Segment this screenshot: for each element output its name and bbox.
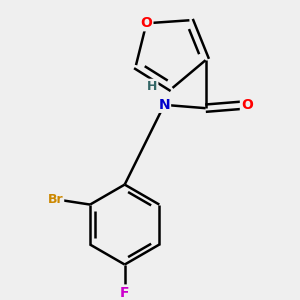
Text: O: O <box>140 16 152 30</box>
Text: Br: Br <box>48 193 63 206</box>
Text: O: O <box>241 98 253 112</box>
Text: H: H <box>147 80 158 93</box>
Text: F: F <box>120 286 129 299</box>
Text: N: N <box>158 98 170 112</box>
